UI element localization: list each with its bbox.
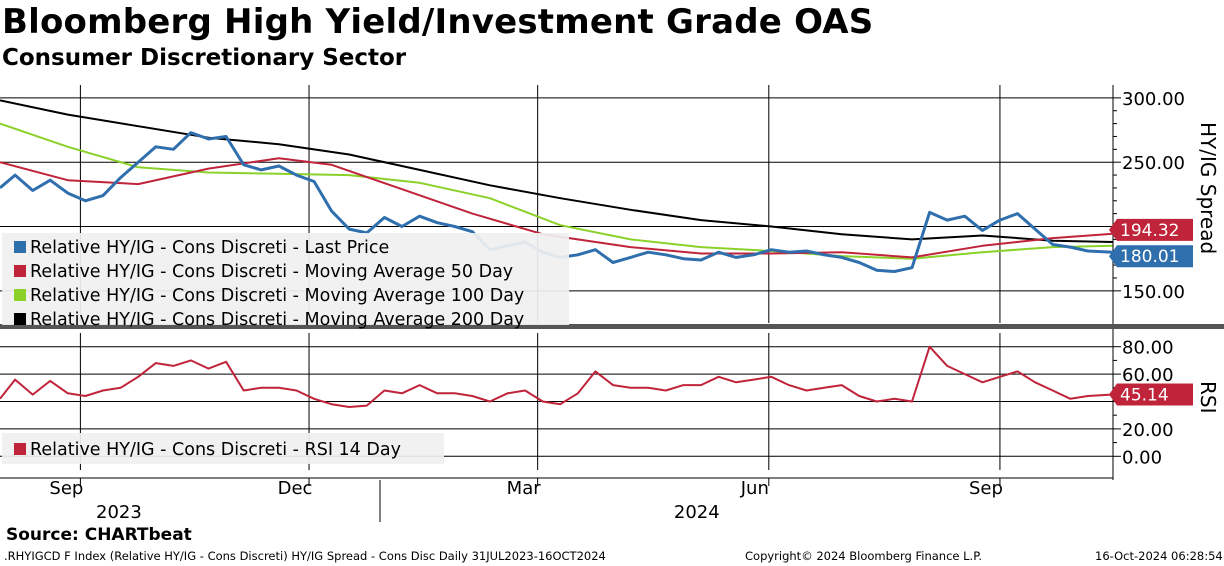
copyright: Copyright© 2024 Bloomberg Finance L.P. [745, 549, 982, 563]
legend-label-1: Relative HY/IG - Cons Discreti - Moving … [30, 262, 513, 282]
upper-ylabel: HY/IG Spread [1196, 122, 1220, 254]
x-tick-label-0: Sep [49, 478, 83, 499]
upper-badge-1: 180.01 [1120, 247, 1179, 267]
ticker-line: .RHYIGCD F Index (Relative HY/IG - Cons … [4, 549, 606, 563]
upper-ytick-label-1: 250.00 [1122, 153, 1185, 174]
lower-ytick-label-1: 20.00 [1122, 420, 1174, 441]
lower-legend-box [2, 433, 444, 464]
lower-ytick-label-0: 0.00 [1122, 447, 1162, 468]
lower-ytick-label-2: 60.00 [1122, 365, 1174, 386]
source-note: Source: CHARTbeat [6, 525, 192, 545]
upper-badge-1-bg [1109, 245, 1193, 268]
rsi-legend-label-0: Relative HY/IG - Cons Discreti - RSI 14 … [30, 440, 401, 460]
lower-ylabel: RSI [1196, 381, 1220, 414]
year-label-0: 2023 [96, 502, 142, 523]
upper-ytick-label-2: 300.00 [1122, 89, 1185, 110]
axes: 150.00 250.00 300.00 0.00 20.00 60.00 80.00 Sep… [0, 85, 1224, 523]
x-tick-label-3: Jun [740, 478, 769, 499]
lower-series [0, 345, 1114, 408]
panel-divider [0, 324, 1224, 329]
year-label-1: 2024 [674, 502, 720, 523]
upper-legend-box [2, 233, 569, 325]
legend-swatch-3 [14, 313, 26, 325]
badges: 194.32 180.01 45.14 [1109, 218, 1193, 406]
series-line-3 [0, 99, 1114, 243]
legend-label-3: Relative HY/IG - Cons Discreti - Moving … [30, 310, 524, 330]
lower-ytick-label-3: 80.00 [1122, 338, 1174, 359]
legends: Relative HY/IG - Cons Discreti - Last Pr… [2, 233, 569, 464]
legend-swatch-2 [14, 289, 26, 301]
rsi-line-0 [0, 345, 1114, 408]
chart-subtitle: Consumer Discretionary Sector [2, 45, 407, 71]
x-tick-label-1: Dec [278, 478, 313, 499]
legend-label-0: Relative HY/IG - Cons Discreti - Last Pr… [30, 238, 389, 258]
timestamp: 16-Oct-2024 06:28:54 [1095, 549, 1223, 563]
legend-swatch-0 [14, 241, 26, 253]
x-tick-label-4: Sep [969, 478, 1003, 499]
upper-badge-0-bg [1109, 218, 1193, 241]
lower-badge-0-bg [1109, 383, 1193, 406]
series-line-2 [0, 122, 1114, 260]
upper-ytick-label-0: 150.00 [1122, 282, 1185, 303]
legend-label-2: Relative HY/IG - Cons Discreti - Moving … [30, 286, 524, 306]
lower-badge-0: 45.14 [1120, 385, 1169, 405]
rsi-legend-swatch-0 [14, 443, 26, 455]
legend-swatch-1 [14, 265, 26, 277]
upper-badge-0: 194.32 [1120, 221, 1179, 241]
x-tick-label-2: Mar [507, 478, 542, 499]
chart-title: Bloomberg High Yield/Investment Grade OA… [2, 2, 874, 42]
